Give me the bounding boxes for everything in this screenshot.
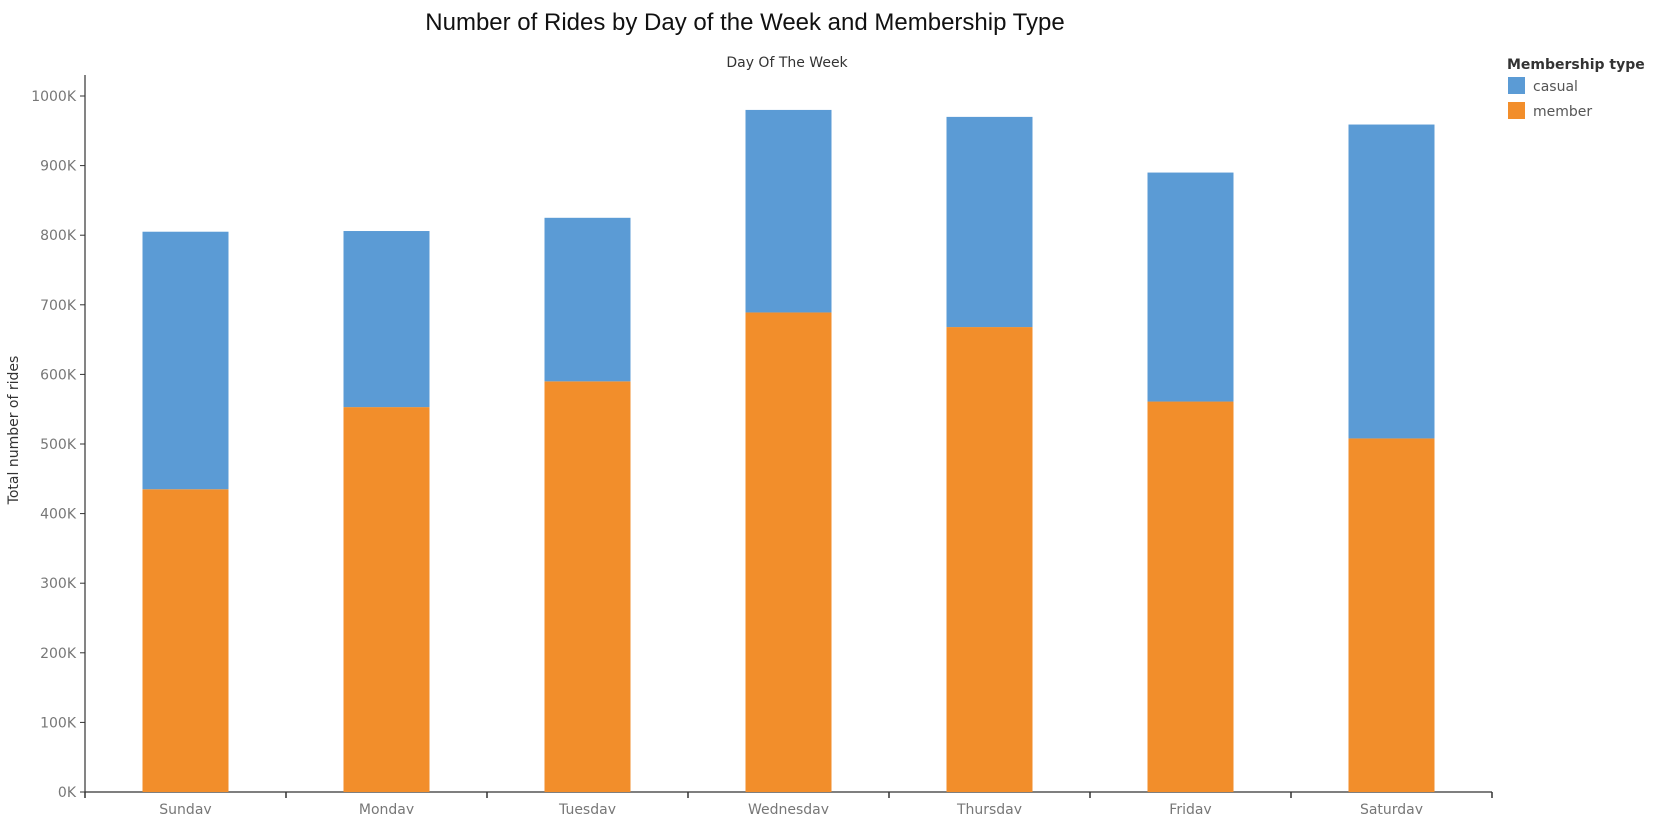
bar-friday-casual[interactable] xyxy=(1147,172,1234,402)
x-tick-label-friday: Friday xyxy=(1169,802,1211,814)
legend-label-casual[interactable]: casual xyxy=(1533,79,1578,95)
bar-wednesday-member[interactable] xyxy=(745,312,832,792)
bar-monday-casual[interactable] xyxy=(343,231,430,408)
bar-wednesday-casual[interactable] xyxy=(745,109,832,313)
x-tick-label-wednesday: Wednesday xyxy=(748,802,829,814)
bar-friday-member[interactable] xyxy=(1147,401,1234,792)
y-tick-label: 100K xyxy=(40,715,77,731)
x-tick-label-tuesday: Tuesday xyxy=(558,802,616,814)
y-tick-label: 300K xyxy=(40,576,77,592)
legend-title: Membership type xyxy=(1507,57,1645,73)
y-tick-label: 500K xyxy=(40,437,77,453)
bars-group xyxy=(142,109,1435,792)
y-tick-label: 700K xyxy=(40,298,77,314)
bar-monday-member[interactable] xyxy=(343,407,430,792)
y-tick-label: 900K xyxy=(40,159,77,175)
y-tick-label: 800K xyxy=(40,228,77,244)
bar-tuesday-member[interactable] xyxy=(544,381,631,792)
bar-tuesday-casual[interactable] xyxy=(544,217,631,382)
bar-sunday-member[interactable] xyxy=(142,489,229,792)
bar-sunday-casual[interactable] xyxy=(142,231,229,490)
legend-swatch-casual[interactable] xyxy=(1508,77,1525,94)
y-axis: 0K 100K 200K 300K 400K 500K 600K 700K 800K 900K 10… xyxy=(31,75,86,801)
legend[interactable]: Membership type casual member xyxy=(1507,57,1645,120)
x-axis: Sunday Monday Tuesday Wednesday Thursday Frid… xyxy=(84,791,1493,814)
legend-swatch-member[interactable] xyxy=(1508,102,1525,119)
bar-thursday-casual[interactable] xyxy=(946,116,1033,328)
x-tick-label-thursday: Thursday xyxy=(956,802,1022,814)
bar-saturday-casual[interactable] xyxy=(1348,124,1435,439)
y-tick-label: 0K xyxy=(58,785,77,801)
x-tick-label-saturday: Saturday xyxy=(1360,802,1423,814)
chart-title: Number of Rides by Day of the Week and M… xyxy=(425,9,1064,36)
x-axis-header: Day Of The Week xyxy=(726,55,848,71)
bar-thursday-member[interactable] xyxy=(946,327,1033,792)
y-tick-label: 1000K xyxy=(31,89,77,105)
legend-label-member[interactable]: member xyxy=(1533,104,1592,120)
x-tick-label-monday: Monday xyxy=(359,802,414,814)
x-tick-label-sunday: Sunday xyxy=(159,802,211,814)
y-tick-label: 200K xyxy=(40,646,77,662)
y-tick-label: 600K xyxy=(40,367,77,383)
bar-saturday-member[interactable] xyxy=(1348,438,1435,792)
y-tick-label: 400K xyxy=(40,507,77,523)
y-axis-label: Total number of rides xyxy=(6,356,22,506)
